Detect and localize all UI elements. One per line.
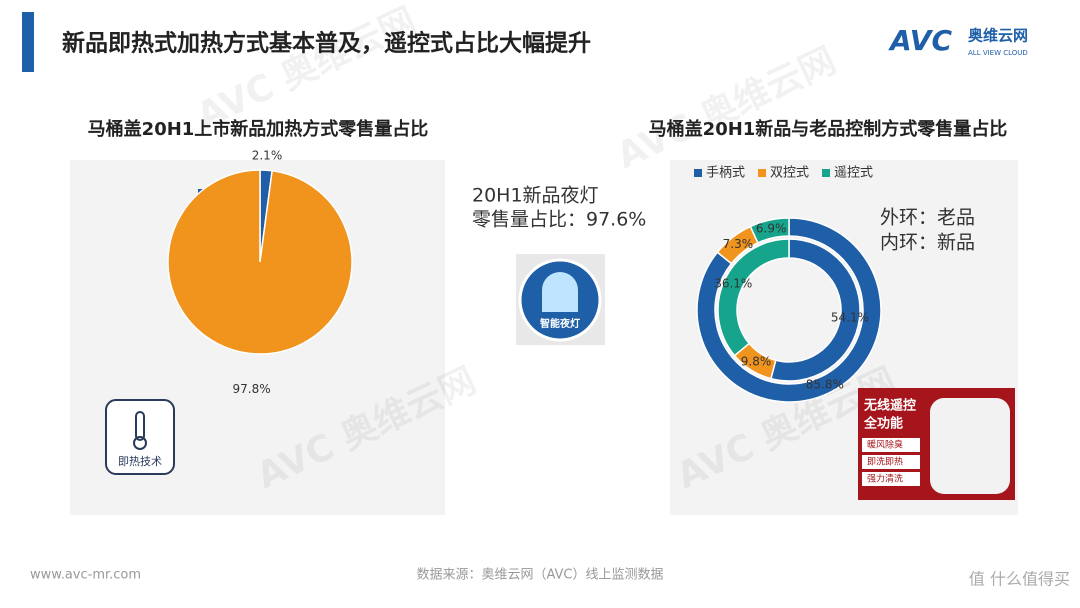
slice	[769, 238, 861, 382]
value-label: 36.1%	[714, 276, 752, 290]
ad-title: 全功能	[863, 416, 903, 432]
legend-label: 双控式	[770, 166, 809, 181]
slice	[696, 217, 882, 403]
callout-line: 20H1新品夜灯	[472, 185, 599, 207]
title-bar	[22, 12, 34, 72]
ad-feature: 强力清洗	[867, 473, 903, 485]
image-lamp	[542, 272, 578, 312]
legend-swatch	[822, 169, 830, 177]
callout-line: 零售量占比：97.6%	[472, 209, 646, 231]
value-label: 85.8%	[806, 377, 844, 391]
annotation: 内环：新品	[880, 232, 975, 254]
legend-label: 遥控式	[834, 166, 873, 181]
ad-image: 无线遥控 全功能 暖风除臭 即洗即热 强力清洗	[858, 388, 1015, 500]
chart-title: 马桶盖20H1新品与老品控制方式零售量占比	[649, 118, 1008, 140]
slide-title: 新品即热式加热方式基本普及，遥控式占比大幅提升	[62, 30, 591, 57]
legend-label: 手柄式	[706, 166, 745, 181]
value-label: 2.1%	[252, 149, 283, 163]
thermometer	[135, 411, 145, 441]
ad-feature: 即洗即热	[867, 456, 903, 468]
value-label: 97.8%	[232, 382, 270, 396]
ad-product	[930, 398, 1010, 494]
nightlight-image: 智能夜灯	[516, 254, 605, 345]
logo: AVC	[888, 24, 952, 57]
badge-label: 智能夜灯	[540, 317, 580, 330]
annotation: 外环：老品	[880, 207, 975, 229]
slice	[749, 217, 790, 244]
logo-en: ALL VIEW CLOUD	[968, 49, 1028, 57]
legend-swatch	[694, 169, 702, 177]
footer-source: 数据来源：奥维云网（AVC）线上监测数据	[416, 568, 663, 583]
logo-cn: 奥维云网	[968, 27, 1028, 45]
thermometer-bulb	[133, 436, 147, 450]
badge-label: 即热技术	[118, 455, 162, 468]
badge-heating: 即热技术	[105, 399, 175, 475]
value-label: 7.3%	[723, 237, 754, 251]
ad-chip	[862, 438, 920, 452]
chart-title: 马桶盖20H1上市新品加热方式零售量占比	[88, 118, 429, 140]
footer-brand: 值 什么值得买	[969, 570, 1070, 589]
value-label: 54.1%	[831, 310, 869, 324]
ad-chip	[862, 472, 920, 486]
value-label: 6.9%	[756, 221, 787, 235]
footer-site: www.avc-mr.com	[30, 568, 141, 583]
ad-title: 无线遥控	[863, 398, 916, 414]
slice	[167, 169, 353, 355]
ad-feature: 暖风除臭	[867, 439, 903, 451]
ad-chip	[862, 455, 920, 469]
slice	[717, 238, 790, 357]
value-label: 9.8%	[741, 354, 772, 368]
legend-swatch	[758, 169, 766, 177]
